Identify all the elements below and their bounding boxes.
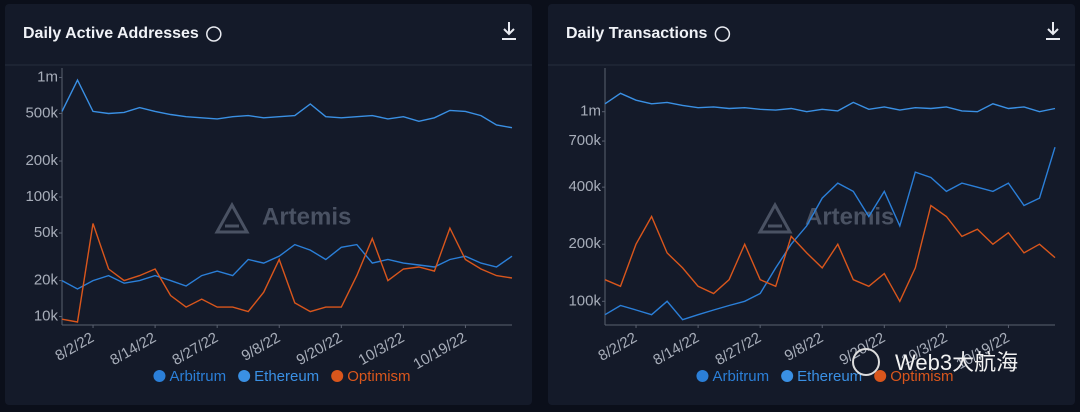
legend: Arbitrum Ethereum Optimism [153,368,411,385]
overlay-icon [852,348,880,376]
chart-title: Daily Active Addresses [23,25,199,42]
y-tick-label: 400k [568,178,601,195]
y-tick-label: 500k [25,104,58,121]
legend-swatch [153,370,166,382]
y-tick-label: 200k [568,235,601,252]
legend-swatch [781,370,794,382]
y-tick-label: 100k [25,188,58,205]
legend-label: Arbitrum [712,368,769,385]
legend-label: Ethereum [797,368,862,385]
legend-label: Arbitrum [169,368,226,385]
legend: Arbitrum Ethereum Optimism [696,368,954,385]
watermark: Artemis [805,203,894,230]
info-icon [206,26,222,42]
series-line [604,146,1056,321]
overlay-text: Web3大航海 [895,350,1018,375]
y-tick-label: 20k [34,272,59,289]
watermark-logo [757,201,793,234]
series-line [61,78,513,129]
download-icon[interactable] [502,22,516,40]
panel [5,4,532,405]
legend-swatch [331,370,344,382]
y-tick-label: 1m [37,68,58,85]
legend-swatch [238,370,251,382]
legend-label: Optimism [347,368,410,385]
legend-label: Optimism [890,368,953,385]
y-tick-label: 100k [568,292,601,309]
info-icon [714,26,731,42]
y-tick-label: 200k [25,152,58,169]
legend-swatch [874,370,887,382]
y-tick-label: 50k [34,224,59,241]
series-line [61,223,513,323]
y-tick-label: 1m [580,103,601,120]
series-line [604,204,1056,303]
y-tick-label: 10k [34,308,59,325]
watermark: Artemis [262,203,351,230]
series-line [604,92,1056,113]
legend-label: Ethereum [254,368,319,385]
download-icon[interactable] [1046,22,1060,40]
watermark-logo [214,201,250,234]
chart-title: Daily Transactions [566,25,707,42]
legend-swatch [696,370,709,382]
y-tick-label: 700k [568,132,601,149]
